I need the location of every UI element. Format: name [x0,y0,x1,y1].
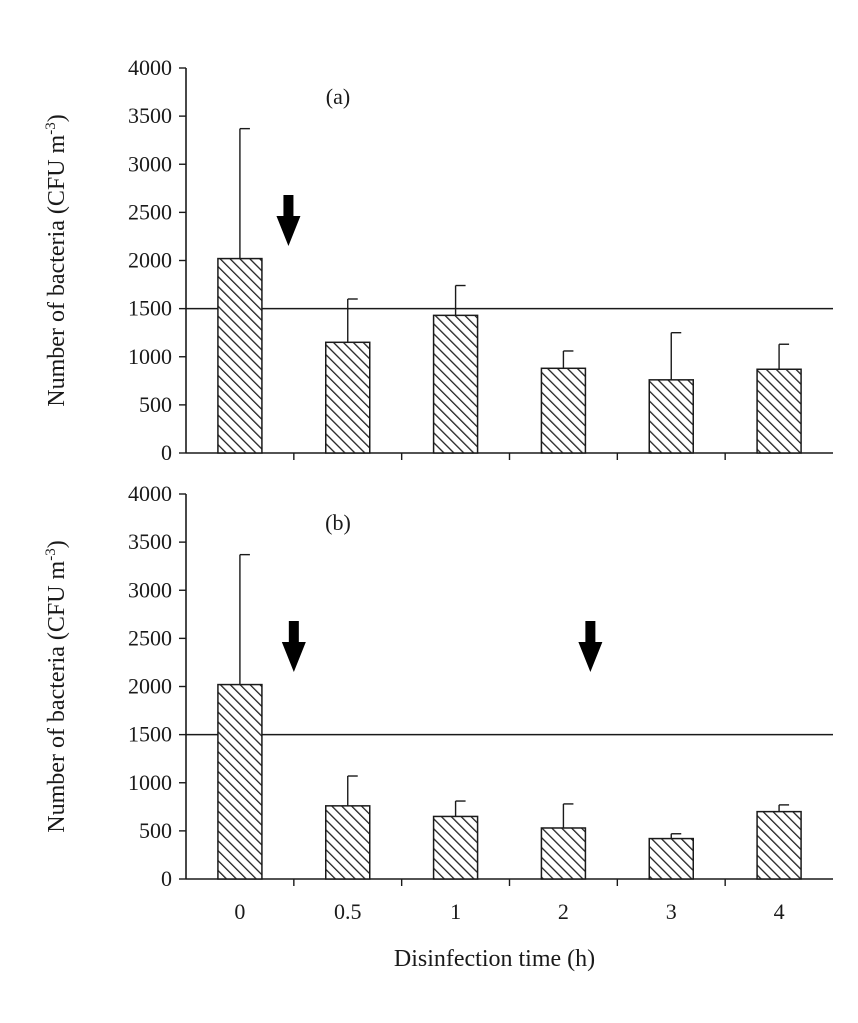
y-tick-label: 0 [161,440,172,465]
down-arrow-icon [281,621,306,672]
y-axis-title-close: ) [44,540,70,548]
bar [756,810,802,880]
y-tick-label: 1000 [128,770,172,795]
y-tick-label: 2000 [128,674,172,699]
y-axis-title-text: Number of bacteria (CFU m [44,560,70,832]
y-axis-title: Number of bacteria (CFU m-3) [43,540,70,832]
bar [217,683,263,880]
y-axis-title-superscript: -3 [43,122,59,135]
y-tick-label: 3500 [128,529,172,554]
panel-label: (b) [325,510,351,535]
down-arrow-icon [276,195,301,246]
x-tick-label: 2 [558,899,569,924]
down-arrow-icon [578,621,603,672]
chart-panel-a: 0 500 1000 1500 2000 2500 3000 3500 4000 (a) Numbe… [43,55,833,465]
x-tick-label: 0.5 [334,899,362,924]
y-tick-label: 3000 [128,577,172,602]
x-tick-label: 0 [234,899,245,924]
x-tick-label: 4 [774,899,785,924]
bar [540,827,587,880]
y-tick-label: 3500 [128,103,172,128]
y-axis-title-superscript: -3 [43,548,59,561]
bar [648,837,694,880]
bar [540,367,587,454]
bar [217,257,263,454]
y-axis-title-text: Number of bacteria (CFU m [44,134,70,406]
bar [756,368,802,454]
y-tick-label: 1500 [128,296,172,321]
y-tick-label: 1500 [128,722,172,747]
y-tick-label: 4000 [128,481,172,506]
y-tick-label: 2500 [128,625,172,650]
bar [325,341,371,454]
y-tick-label: 500 [139,392,172,417]
y-tick-label: 500 [139,818,172,843]
y-axis-title-close: ) [44,114,70,122]
y-tick-label: 1000 [128,344,172,369]
y-tick-label: 3000 [128,151,172,176]
bar [325,805,371,880]
y-tick-label: 2000 [128,248,172,273]
y-tick-label: 0 [161,866,172,891]
x-tick-label: 3 [666,899,677,924]
y-tick-label: 4000 [128,55,172,80]
chart-panel-b: 0 500 1000 1500 2000 2500 3000 3500 4000 (b) Numbe… [43,481,833,972]
y-axis-title: Number of bacteria (CFU m-3) [43,114,70,406]
x-tick-label: 1 [450,899,461,924]
panel-label: (a) [326,84,350,109]
bar [648,379,694,454]
y-tick-label: 2500 [128,199,172,224]
bar [432,815,479,880]
bar [432,314,479,454]
x-axis-title: Disinfection time (h) [394,946,595,972]
